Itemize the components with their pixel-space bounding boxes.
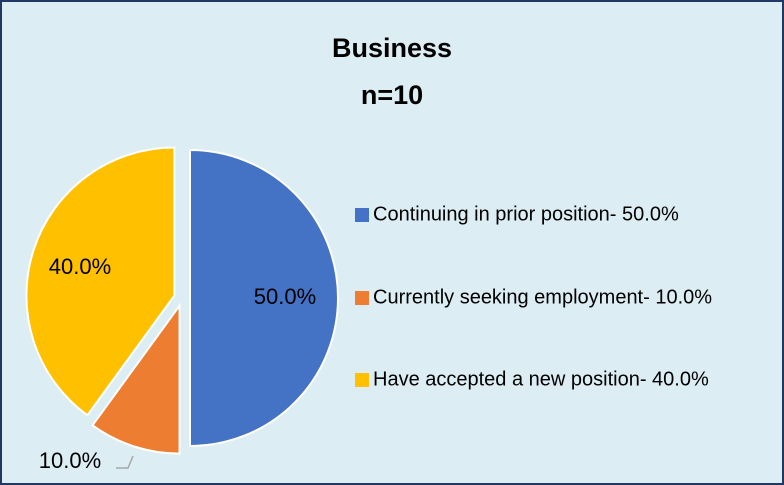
- pie-slice: [25, 146, 176, 417]
- legend-swatch: [355, 291, 369, 305]
- legend-label: Currently seeking employment- 10.0%: [373, 286, 712, 308]
- chart-title: Business: [332, 33, 452, 63]
- data-label: 10.0%: [39, 448, 101, 473]
- legend-label: Have accepted a new position- 40.0%: [373, 368, 709, 390]
- legend-swatch: [355, 208, 369, 222]
- data-label: 40.0%: [49, 254, 111, 279]
- legend-swatch: [355, 373, 369, 387]
- data-label: 50.0%: [254, 284, 316, 309]
- chart-subtitle: n=10: [361, 80, 423, 110]
- leader-line: [116, 455, 134, 469]
- pie-slice: [189, 148, 339, 448]
- legend-label: Continuing in prior position- 50.0%: [373, 203, 679, 225]
- pie-slice: [91, 302, 181, 455]
